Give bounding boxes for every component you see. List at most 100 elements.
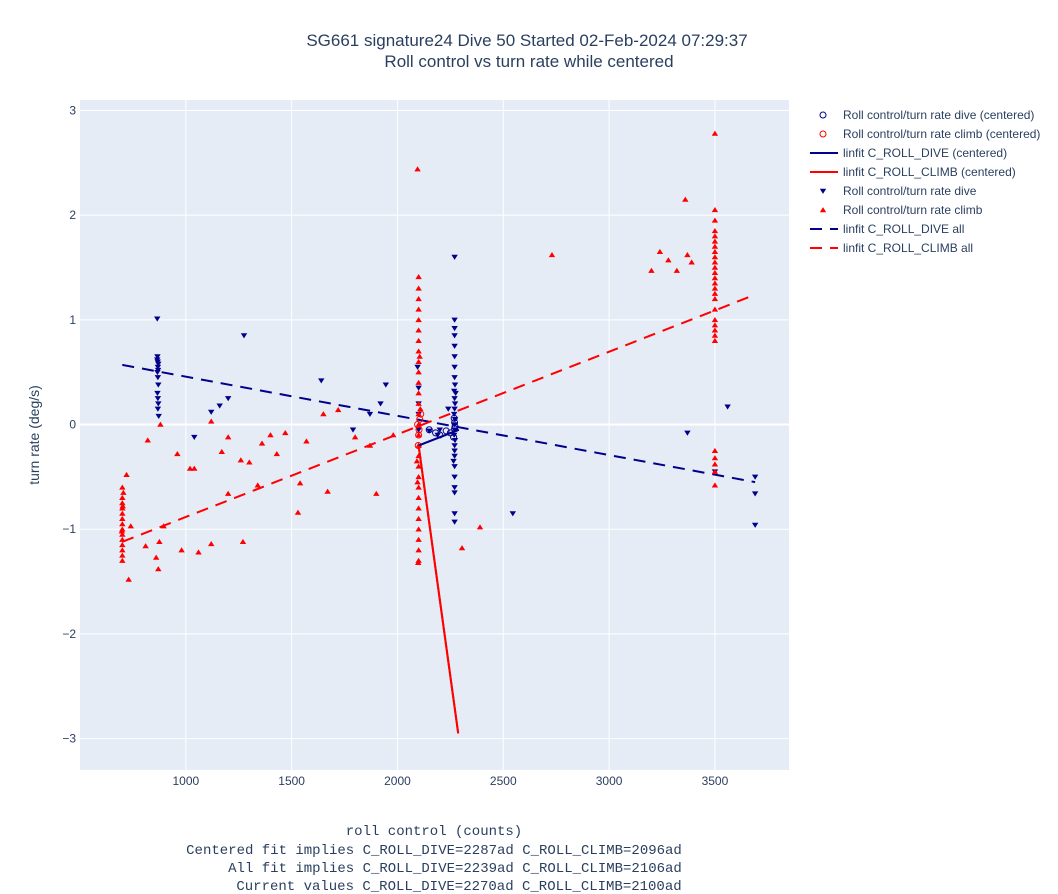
data-point: [377, 401, 384, 407]
legend-swatch: [819, 130, 827, 138]
data-point: [154, 396, 162, 402]
data-point: [303, 438, 310, 444]
data-point: [436, 427, 443, 433]
data-point: [665, 257, 672, 263]
data-point: [415, 358, 422, 364]
data-point: [451, 317, 458, 323]
data-point: [414, 166, 421, 172]
legend-item[interactable]: linfit C_ROLL_CLIMB (centered): [810, 165, 1016, 179]
data-point: [415, 369, 422, 375]
data-point: [711, 233, 719, 239]
legend-label: linfit C_ROLL_DIVE all: [843, 222, 964, 236]
legend-item[interactable]: Roll control/turn rate climb: [819, 203, 983, 217]
data-point: [155, 566, 162, 572]
data-point: [119, 552, 126, 558]
data-point: [432, 429, 440, 437]
data-point: [155, 382, 162, 388]
data-point: [415, 327, 422, 333]
data-point: [682, 196, 689, 202]
data-point: [125, 576, 132, 582]
data-point: [415, 559, 422, 565]
legend-label: linfit C_ROLL_CLIMB all: [843, 241, 973, 255]
legend-item[interactable]: Roll control/turn rate dive (centered): [819, 108, 1034, 122]
fit-line-overlay: [418, 428, 460, 447]
data-point: [119, 510, 126, 516]
data-point: [415, 547, 422, 553]
data-point: [451, 423, 459, 431]
data-point: [415, 427, 422, 433]
data-point: [119, 494, 126, 501]
y-tick-label: 1: [69, 313, 76, 327]
legend-item[interactable]: Roll control/turn rate dive: [819, 184, 977, 198]
legend[interactable]: Roll control/turn rate dive (centered) Ro…: [810, 108, 1040, 255]
data-point: [335, 406, 342, 413]
data-point: [751, 491, 759, 497]
y-tick-label: −2: [62, 627, 76, 641]
fit-line: [122, 363, 756, 484]
data-point: [751, 522, 759, 528]
data-point: [282, 430, 289, 436]
data-point: [688, 259, 695, 265]
data-point: [451, 333, 458, 339]
data-point: [415, 557, 422, 563]
chart-title: SG661 signature24 Dive 50 Started 02-Feb…: [306, 31, 747, 50]
data-point: [160, 523, 167, 529]
data-point: [417, 410, 425, 418]
data-point: [258, 440, 266, 446]
data-point: [366, 411, 374, 417]
data-point: [451, 464, 458, 470]
x-axis-title: roll control (counts): [346, 824, 522, 840]
data-point: [711, 269, 719, 275]
data-point: [415, 390, 422, 396]
data-point: [415, 484, 422, 490]
data-point: [296, 480, 304, 486]
data-point: [450, 414, 458, 422]
data-point: [451, 343, 458, 349]
data-point: [711, 455, 719, 461]
data-point: [224, 396, 232, 402]
data-point: [186, 465, 194, 471]
data-point: [415, 385, 422, 391]
data-point: [452, 390, 459, 397]
data-point: [155, 401, 162, 407]
data-point: [711, 217, 719, 223]
data-point: [246, 459, 253, 465]
data-point: [155, 413, 162, 420]
data-point: [451, 254, 458, 260]
plot-area[interactable]: [80, 100, 789, 770]
legend-label: Roll control/turn rate dive (centered): [843, 108, 1034, 122]
data-point: [351, 434, 359, 440]
x-tick-label: 2000: [384, 774, 411, 788]
data-point: [267, 432, 274, 438]
legend-item[interactable]: linfit C_ROLL_DIVE (centered): [810, 146, 1007, 160]
data-point: [451, 490, 458, 496]
data-point: [119, 500, 126, 506]
data-point: [415, 285, 422, 291]
data-point: [711, 482, 719, 488]
current-values-note: Current values C_ROLL_DIVE=2270ad C_ROLL…: [236, 879, 681, 894]
legend-item[interactable]: Roll control/turn rate climb (centered): [819, 127, 1040, 141]
data-point: [414, 421, 422, 429]
data-point: [451, 401, 459, 407]
data-point: [711, 296, 719, 302]
data-point: [154, 406, 162, 412]
legend-item[interactable]: linfit C_ROLL_CLIMB all: [810, 241, 973, 255]
data-point: [415, 431, 423, 439]
x-tick-label: 1500: [278, 774, 305, 788]
data-point: [451, 406, 458, 412]
data-point: [216, 403, 223, 409]
data-point: [208, 418, 215, 424]
x-axis-ticks: 1000 1500 2000 2500 3000 3500: [172, 774, 728, 788]
data-point: [415, 473, 422, 480]
data-point: [711, 306, 719, 312]
legend-label: Roll control/turn rate dive: [843, 184, 977, 198]
legend-swatch: [819, 188, 827, 194]
y-tick-label: −3: [62, 732, 76, 746]
data-point: [451, 325, 458, 332]
data-point: [119, 547, 126, 553]
data-point: [451, 474, 458, 480]
data-point: [451, 375, 458, 381]
legend-item[interactable]: linfit C_ROLL_DIVE all: [810, 222, 964, 236]
data-point: [373, 490, 380, 496]
